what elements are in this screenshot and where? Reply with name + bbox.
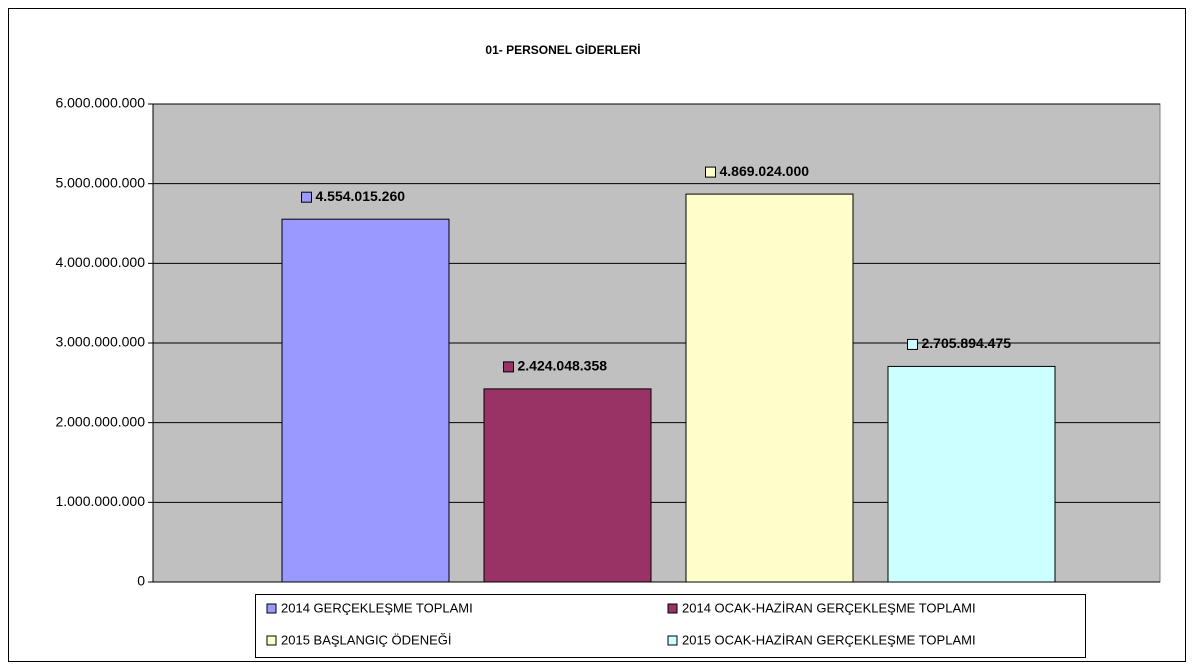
value-label: 4.554.015.260 (316, 188, 406, 204)
label-key (301, 191, 312, 203)
bar (281, 218, 450, 583)
legend-label: 2015 BAŞLANGIÇ ÖDENEĞİ (281, 632, 452, 647)
legend-label: 2014 GERÇEKLEŞME TOPLAMI (281, 600, 473, 615)
y-tick-label: 5.000.000.000 (55, 174, 145, 190)
label-key (907, 338, 918, 350)
legend-key (266, 635, 277, 646)
bar (887, 365, 1056, 583)
label-key (503, 361, 514, 373)
legend-label: 2014 OCAK-HAZİRAN GERÇEKLEŞME TOPLAMI (682, 600, 976, 615)
y-tick-label: 4.000.000.000 (55, 254, 145, 270)
y-tick-label: 1.000.000.000 (55, 493, 145, 509)
legend-label: 2015 OCAK-HAZİRAN GERÇEKLEŞME TOPLAMI (682, 632, 976, 647)
y-tick-label: 0 (137, 573, 145, 589)
y-tick-label: 2.000.000.000 (55, 413, 145, 429)
legend-key (266, 603, 277, 614)
value-label: 4.869.024.000 (720, 163, 810, 179)
legend-key (667, 603, 678, 614)
legend-key (667, 635, 678, 646)
bar (483, 388, 652, 583)
chart-title: 01- PERSONEL GİDERLERİ (485, 42, 640, 57)
bar (685, 193, 854, 583)
y-tick-label: 6.000.000.000 (55, 95, 145, 111)
value-label: 2.424.048.358 (518, 358, 608, 374)
y-tick-label: 3.000.000.000 (55, 334, 145, 350)
value-label: 2.705.894.475 (922, 335, 1012, 351)
label-key (705, 166, 716, 178)
